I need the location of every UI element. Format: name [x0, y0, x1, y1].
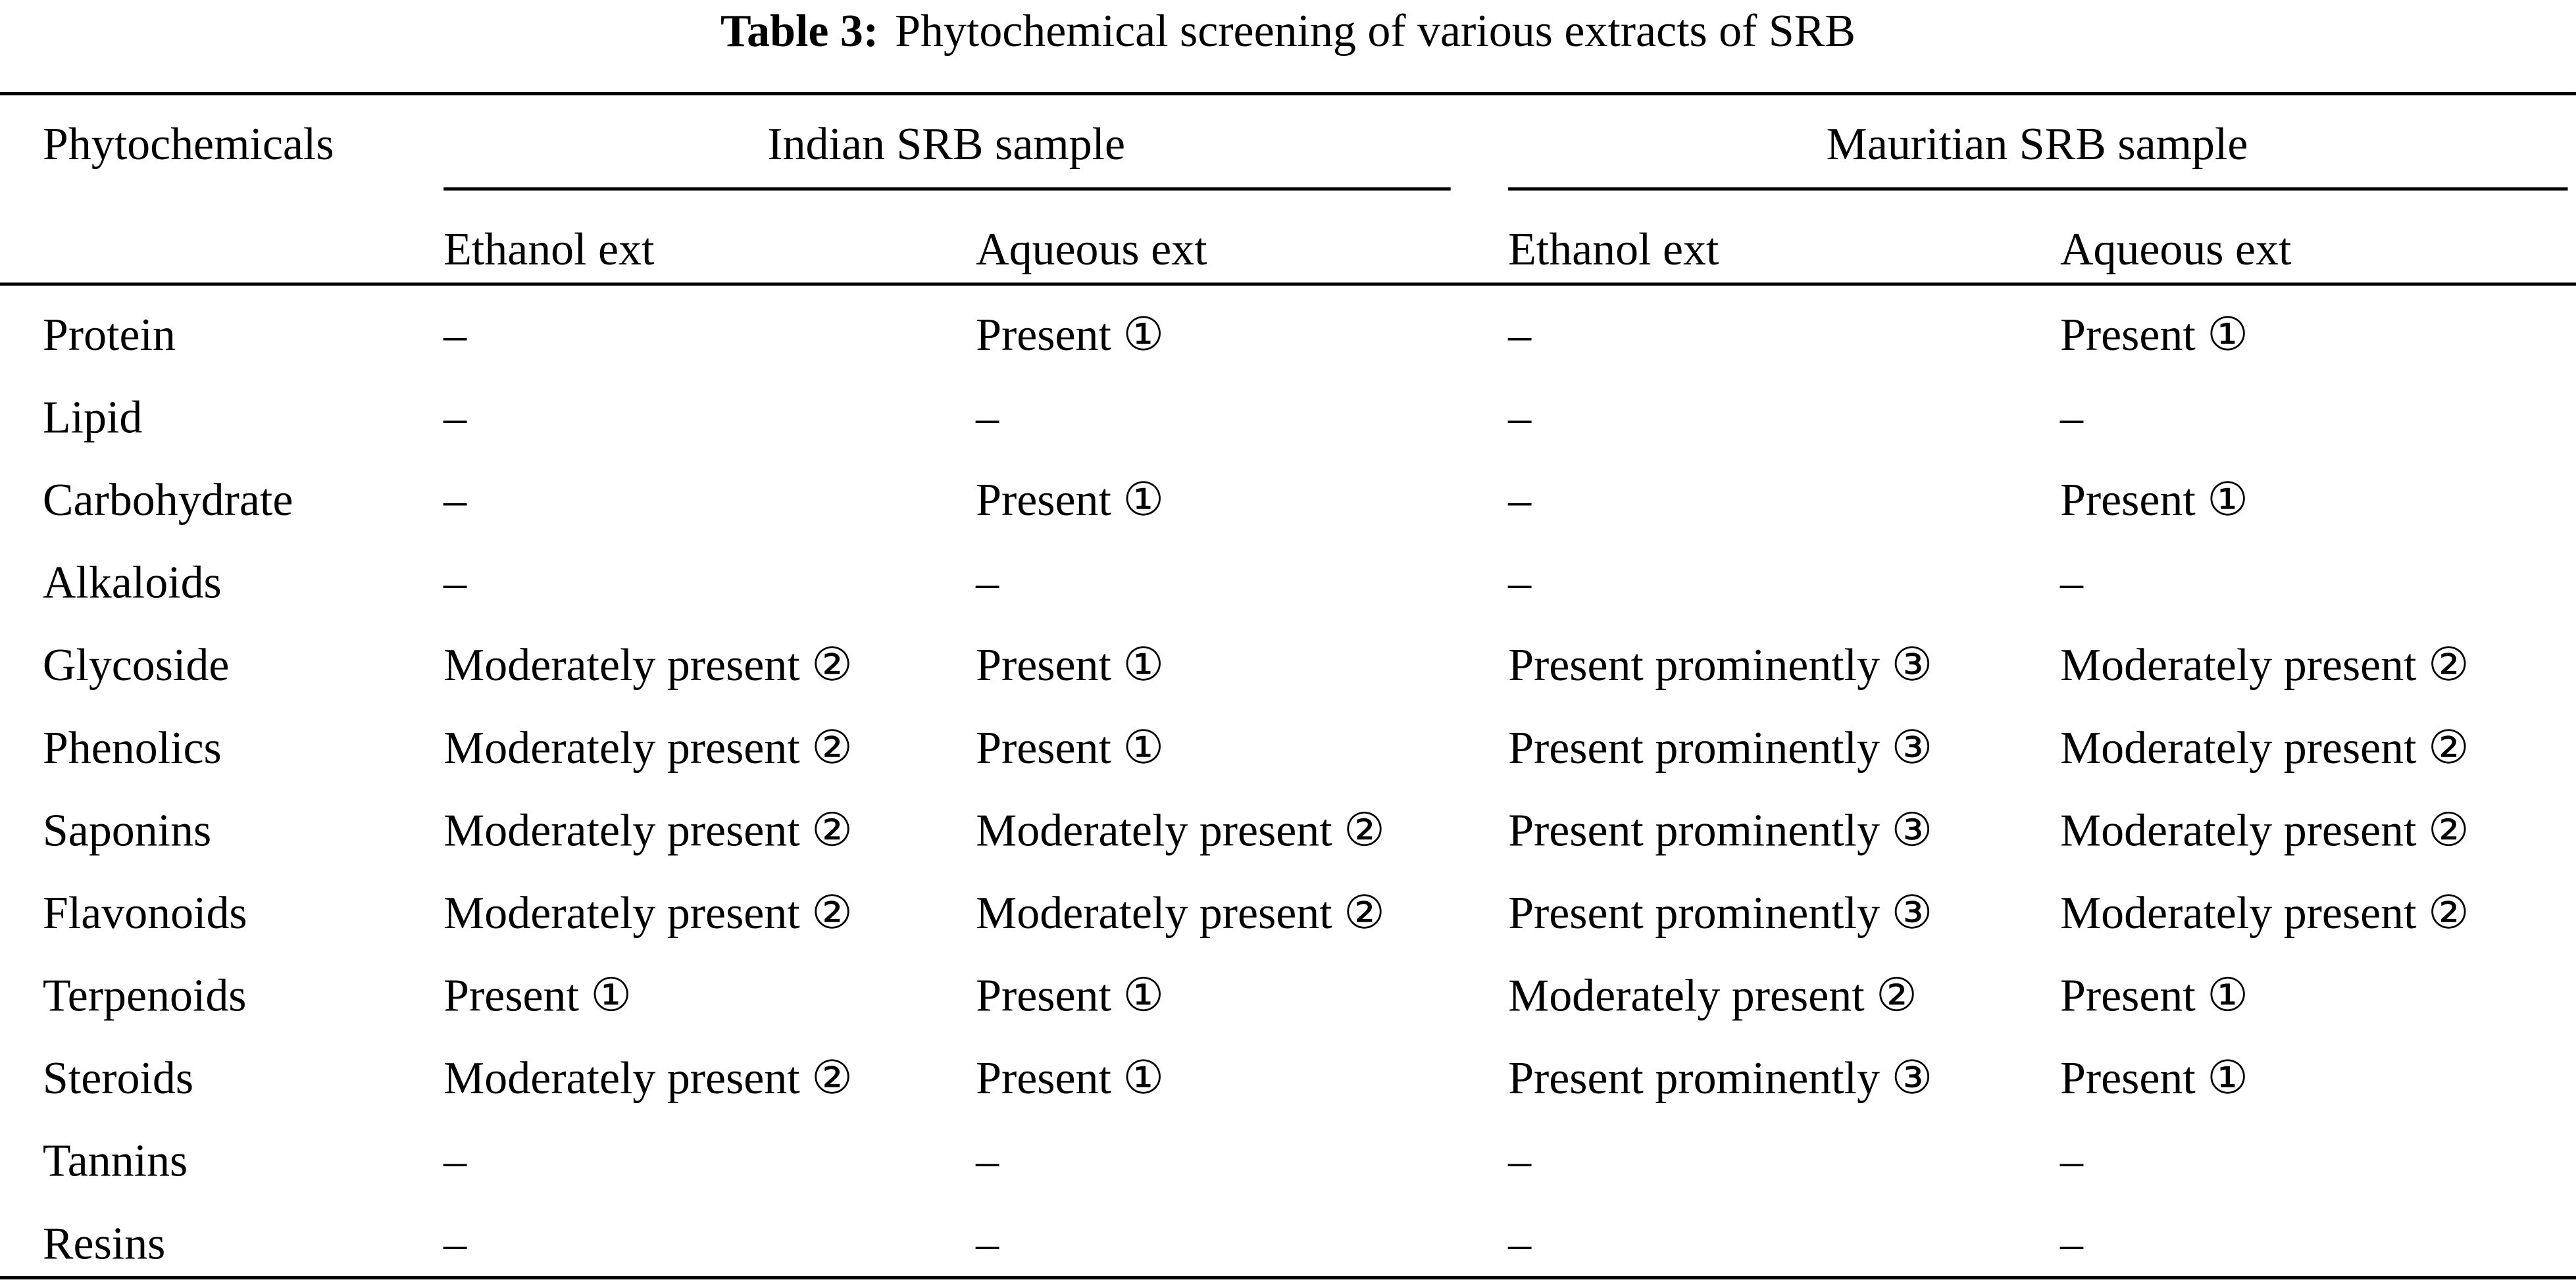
- table-cell: –: [443, 1218, 467, 1269]
- table-cell: Present ①: [976, 640, 1164, 691]
- table-cell: Present ①: [976, 1053, 1164, 1104]
- table-cell: –: [1507, 392, 1532, 443]
- table-cell: –: [1507, 558, 1532, 608]
- table-cell: Moderately present ②: [2060, 888, 2469, 939]
- row-label: Lipid: [43, 392, 142, 443]
- table-cell: –: [2059, 1218, 2084, 1269]
- table-cell: –: [443, 310, 467, 360]
- table-cell: Present ①: [976, 475, 1164, 526]
- row-label: Steroids: [43, 1053, 193, 1104]
- row-label: Protein: [43, 310, 176, 360]
- table-cell: Present prominently ③: [1508, 888, 1932, 939]
- table-cell: –: [1507, 1136, 1532, 1187]
- subheader: Ethanol ext: [443, 224, 655, 275]
- table-cell: Present prominently ③: [1508, 640, 1932, 691]
- table-cell: Present ①: [976, 310, 1164, 360]
- table-cell: –: [2059, 558, 2084, 608]
- table-cell: –: [975, 1136, 999, 1187]
- table-cell: –: [443, 558, 467, 608]
- row-label: Phenolics: [43, 723, 222, 774]
- table-cell: Present ①: [443, 971, 632, 1022]
- row-label: Terpenoids: [43, 971, 247, 1022]
- table-cell: Moderately present ②: [443, 640, 853, 691]
- title-text: Phytochemical screening of various extra…: [895, 6, 1856, 57]
- table-cell: Moderately present ②: [443, 723, 853, 774]
- row-label: Resins: [43, 1218, 165, 1269]
- table-cell: Moderately present ②: [1508, 971, 1917, 1022]
- table-cell: Present prominently ③: [1508, 723, 1932, 774]
- table-cell: Present ①: [2060, 971, 2248, 1022]
- header-cell: Phytochemicals: [43, 119, 334, 170]
- table-cell: Present ①: [976, 971, 1164, 1022]
- table-cell: Moderately present ②: [976, 805, 1385, 856]
- table-cell: –: [443, 392, 467, 443]
- row-label: Alkaloids: [43, 558, 222, 608]
- row-label: Flavonoids: [43, 888, 247, 939]
- row-label: Glycoside: [43, 640, 229, 691]
- table-cell: –: [2059, 392, 2084, 443]
- table-cell: Moderately present ②: [443, 888, 853, 939]
- table-cell: –: [2059, 1136, 2084, 1187]
- table-cell: Present ①: [2060, 310, 2248, 360]
- table-cell: –: [443, 475, 467, 526]
- table-cell: Moderately present ②: [443, 1053, 853, 1104]
- row-label: Saponins: [43, 805, 211, 856]
- table-cell: Moderately present ②: [2060, 805, 2469, 856]
- table-cell: –: [1507, 310, 1532, 360]
- subheader: Ethanol ext: [1508, 224, 1719, 275]
- group-header: Indian SRB sample: [767, 119, 1125, 170]
- table-cell: Present ①: [2060, 1053, 2248, 1104]
- table-cell: –: [975, 392, 999, 443]
- row-label: Carbohydrate: [43, 475, 293, 526]
- subheader: Aqueous ext: [2060, 224, 2292, 275]
- table-cell: –: [1507, 1218, 1532, 1269]
- table-cell: Moderately present ②: [2060, 723, 2469, 774]
- table-title: Table 3: Phytochemical screening of vario…: [720, 6, 1856, 57]
- table-cell: Present ①: [976, 723, 1164, 774]
- subheader: Aqueous ext: [976, 224, 1207, 275]
- table-cell: Present ①: [2060, 475, 2248, 526]
- table-cell: Present prominently ③: [1508, 805, 1932, 856]
- table-cell: –: [443, 1136, 467, 1187]
- table-cell: Moderately present ②: [2060, 640, 2469, 691]
- group-header: Mauritian SRB sample: [1827, 119, 2248, 170]
- row-label: Tannins: [43, 1136, 188, 1187]
- table-cell: –: [975, 558, 999, 608]
- table-cell: Moderately present ②: [443, 805, 853, 856]
- table-cell: Moderately present ②: [976, 888, 1385, 939]
- table-cell: –: [975, 1218, 999, 1269]
- table-cell: Present prominently ③: [1508, 1053, 1932, 1104]
- title-label: Table 3:: [720, 6, 878, 57]
- table-cell: –: [1507, 475, 1532, 526]
